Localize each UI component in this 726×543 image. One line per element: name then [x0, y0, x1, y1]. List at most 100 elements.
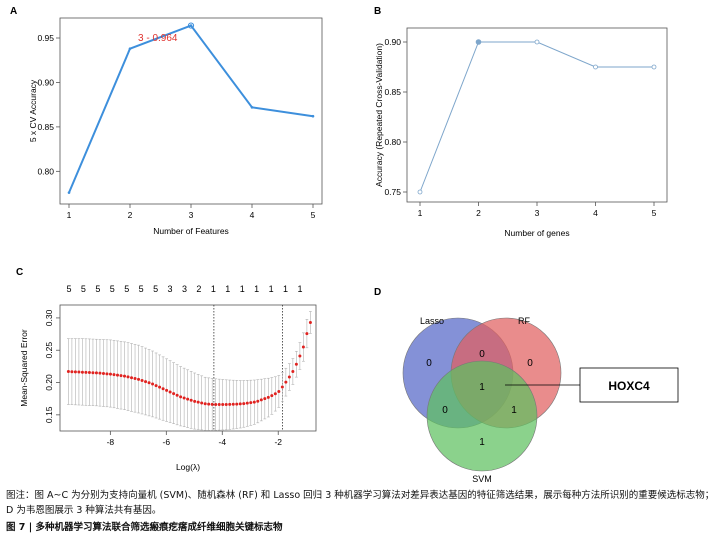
- panel-c-point-51: [245, 401, 249, 405]
- panel-c-point-33: [182, 396, 186, 400]
- panel-c-point-15: [119, 374, 123, 378]
- panel-c-point-21: [140, 379, 144, 383]
- panel-c-point-45: [224, 403, 228, 407]
- venn-count-lasso-only: 0: [426, 358, 432, 369]
- panel-a-point-0: [67, 191, 71, 194]
- panel-c-point-43: [217, 403, 221, 407]
- panel-a-point-2: [189, 24, 193, 27]
- panel-c-point-62: [284, 380, 288, 384]
- panel-c-point-5: [84, 370, 88, 374]
- panel-b-y-label: Accuracy (Repeated Cross-Validation): [374, 43, 384, 187]
- panel-b-y-ticks: 0.75 0.80 0.85 0.90: [384, 37, 407, 197]
- panel-c-point-26: [158, 385, 162, 389]
- panel-c-point-53: [252, 400, 256, 404]
- panel-c-point-42: [214, 403, 218, 407]
- panel-a-y-tick-label-2: 0.90: [37, 77, 54, 87]
- panel-c-point-3: [77, 370, 81, 374]
- panel-a: A 0.80 0.85 0.90 0.95 1 2 3 4 5 3 - 0.964 Numbe…: [10, 6, 323, 236]
- panel-c-point-58: [270, 394, 274, 398]
- panel-c-point-18: [130, 376, 134, 380]
- panel-c-point-66: [298, 354, 302, 358]
- panel-c-x-label: Log(λ): [176, 462, 200, 472]
- panel-a-point-1: [128, 47, 132, 50]
- panel-c-point-11: [105, 372, 109, 376]
- panel-c-point-16: [123, 374, 127, 378]
- panel-c-point-20: [137, 377, 141, 381]
- panel-b-x-tick-label-1: 2: [476, 208, 481, 218]
- panel-a-point-3: [250, 106, 254, 109]
- panel-c-point-34: [186, 397, 190, 401]
- panel-c-top-label-13: 1: [254, 284, 259, 294]
- panel-c-point-52: [249, 401, 253, 405]
- panel-a-y-tick-label-0: 0.80: [37, 166, 54, 176]
- panel-a-x-tick-label-0: 1: [67, 210, 72, 220]
- panel-c-point-0: [66, 370, 70, 374]
- venn-count-lasso-svm: 0: [442, 405, 448, 416]
- panel-c-point-46: [228, 402, 232, 406]
- panel-c-top-label-1: 5: [81, 284, 86, 294]
- panel-c-x-tick-label-2: -4: [218, 437, 226, 447]
- panel-b-point-3: [593, 64, 598, 70]
- panel-c-top-label-9: 2: [196, 284, 201, 294]
- panel-c-top-label-15: 1: [283, 284, 288, 294]
- panel-b-letter: B: [374, 6, 381, 17]
- panel-b-y-tick-label-0: 0.75: [384, 187, 401, 197]
- panel-c-y-tick-label-0: 0.15: [44, 406, 54, 423]
- panel-c-top-label-5: 5: [139, 284, 144, 294]
- panel-a-annotation: 3 - 0.964: [138, 33, 178, 44]
- callout-box: [579, 367, 679, 403]
- panel-c-point-24: [151, 382, 155, 386]
- panel-c-point-14: [115, 373, 119, 377]
- panel-c-frame: [59, 304, 317, 432]
- panel-c-point-50: [242, 402, 246, 406]
- panel-c-point-56: [263, 397, 267, 401]
- panel-c-top-label-14: 1: [269, 284, 274, 294]
- panel-a-x-tick-label-2: 3: [189, 210, 194, 220]
- panel-c-point-59: [273, 392, 277, 396]
- panel-c-top-label-3: 5: [110, 284, 115, 294]
- panel-c-point-40: [207, 402, 211, 406]
- panel-c-point-68: [305, 332, 309, 336]
- panel-b-point-0: [417, 189, 423, 195]
- panel-c-point-61: [280, 385, 284, 389]
- panel-c-point-36: [193, 399, 197, 403]
- panel-b-point-1: [475, 39, 482, 45]
- panel-c-x-tick-label-3: -2: [274, 437, 282, 447]
- panel-c-point-12: [108, 372, 112, 376]
- venn-count-rf-only: 0: [527, 358, 533, 369]
- panel-c-top-label-16: 1: [297, 284, 302, 294]
- panel-b-points: [417, 39, 657, 195]
- panel-a-x-tick-label-4: 5: [311, 210, 316, 220]
- panel-a-y-ticks: 0.80 0.85 0.90 0.95: [37, 33, 60, 176]
- panel-c-y-label: Mean-Squared Error: [19, 329, 29, 407]
- panel-b: B 0.75 0.80 0.85 0.90 1 2 3 4 5 Number of genes…: [374, 6, 668, 238]
- panel-b-point-4: [651, 64, 657, 70]
- panel-a-y-tick-label-3: 0.95: [37, 33, 54, 43]
- panel-c-point-29: [168, 390, 172, 394]
- panel-b-y-tick-label-1: 0.80: [384, 137, 401, 147]
- panel-c-point-28: [165, 388, 169, 392]
- panel-c-top-label-12: 1: [240, 284, 245, 294]
- panel-b-frame: [406, 27, 668, 203]
- panel-c-error-bars: [66, 311, 312, 431]
- panel-c-point-55: [259, 398, 263, 402]
- venn-circle-svm: [426, 360, 538, 472]
- panel-c-top-label-7: 3: [168, 284, 173, 294]
- panel-c-letter: C: [16, 267, 23, 278]
- panel-a-x-tick-label-3: 4: [250, 210, 255, 220]
- panel-b-x-tick-label-3: 4: [593, 208, 598, 218]
- panel-c-top-label-11: 1: [225, 284, 230, 294]
- panel-c-point-35: [189, 398, 193, 402]
- panel-c-x-tick-label-0: -8: [107, 437, 115, 447]
- panel-c-point-7: [91, 371, 95, 375]
- panel-c-point-54: [256, 399, 260, 403]
- panel-c-point-65: [294, 362, 298, 366]
- panel-c-point-4: [80, 370, 84, 374]
- panel-c-point-67: [301, 345, 305, 349]
- panel-c-point-1: [70, 370, 74, 374]
- panel-c-point-32: [179, 395, 183, 399]
- panel-c-point-38: [200, 401, 204, 405]
- venn-label-lasso: Lasso: [420, 316, 444, 326]
- caption-title: 图 7 | 多种机器学习算法联合筛选瘢痕疙瘩成纤维细胞关键标志物: [6, 522, 283, 533]
